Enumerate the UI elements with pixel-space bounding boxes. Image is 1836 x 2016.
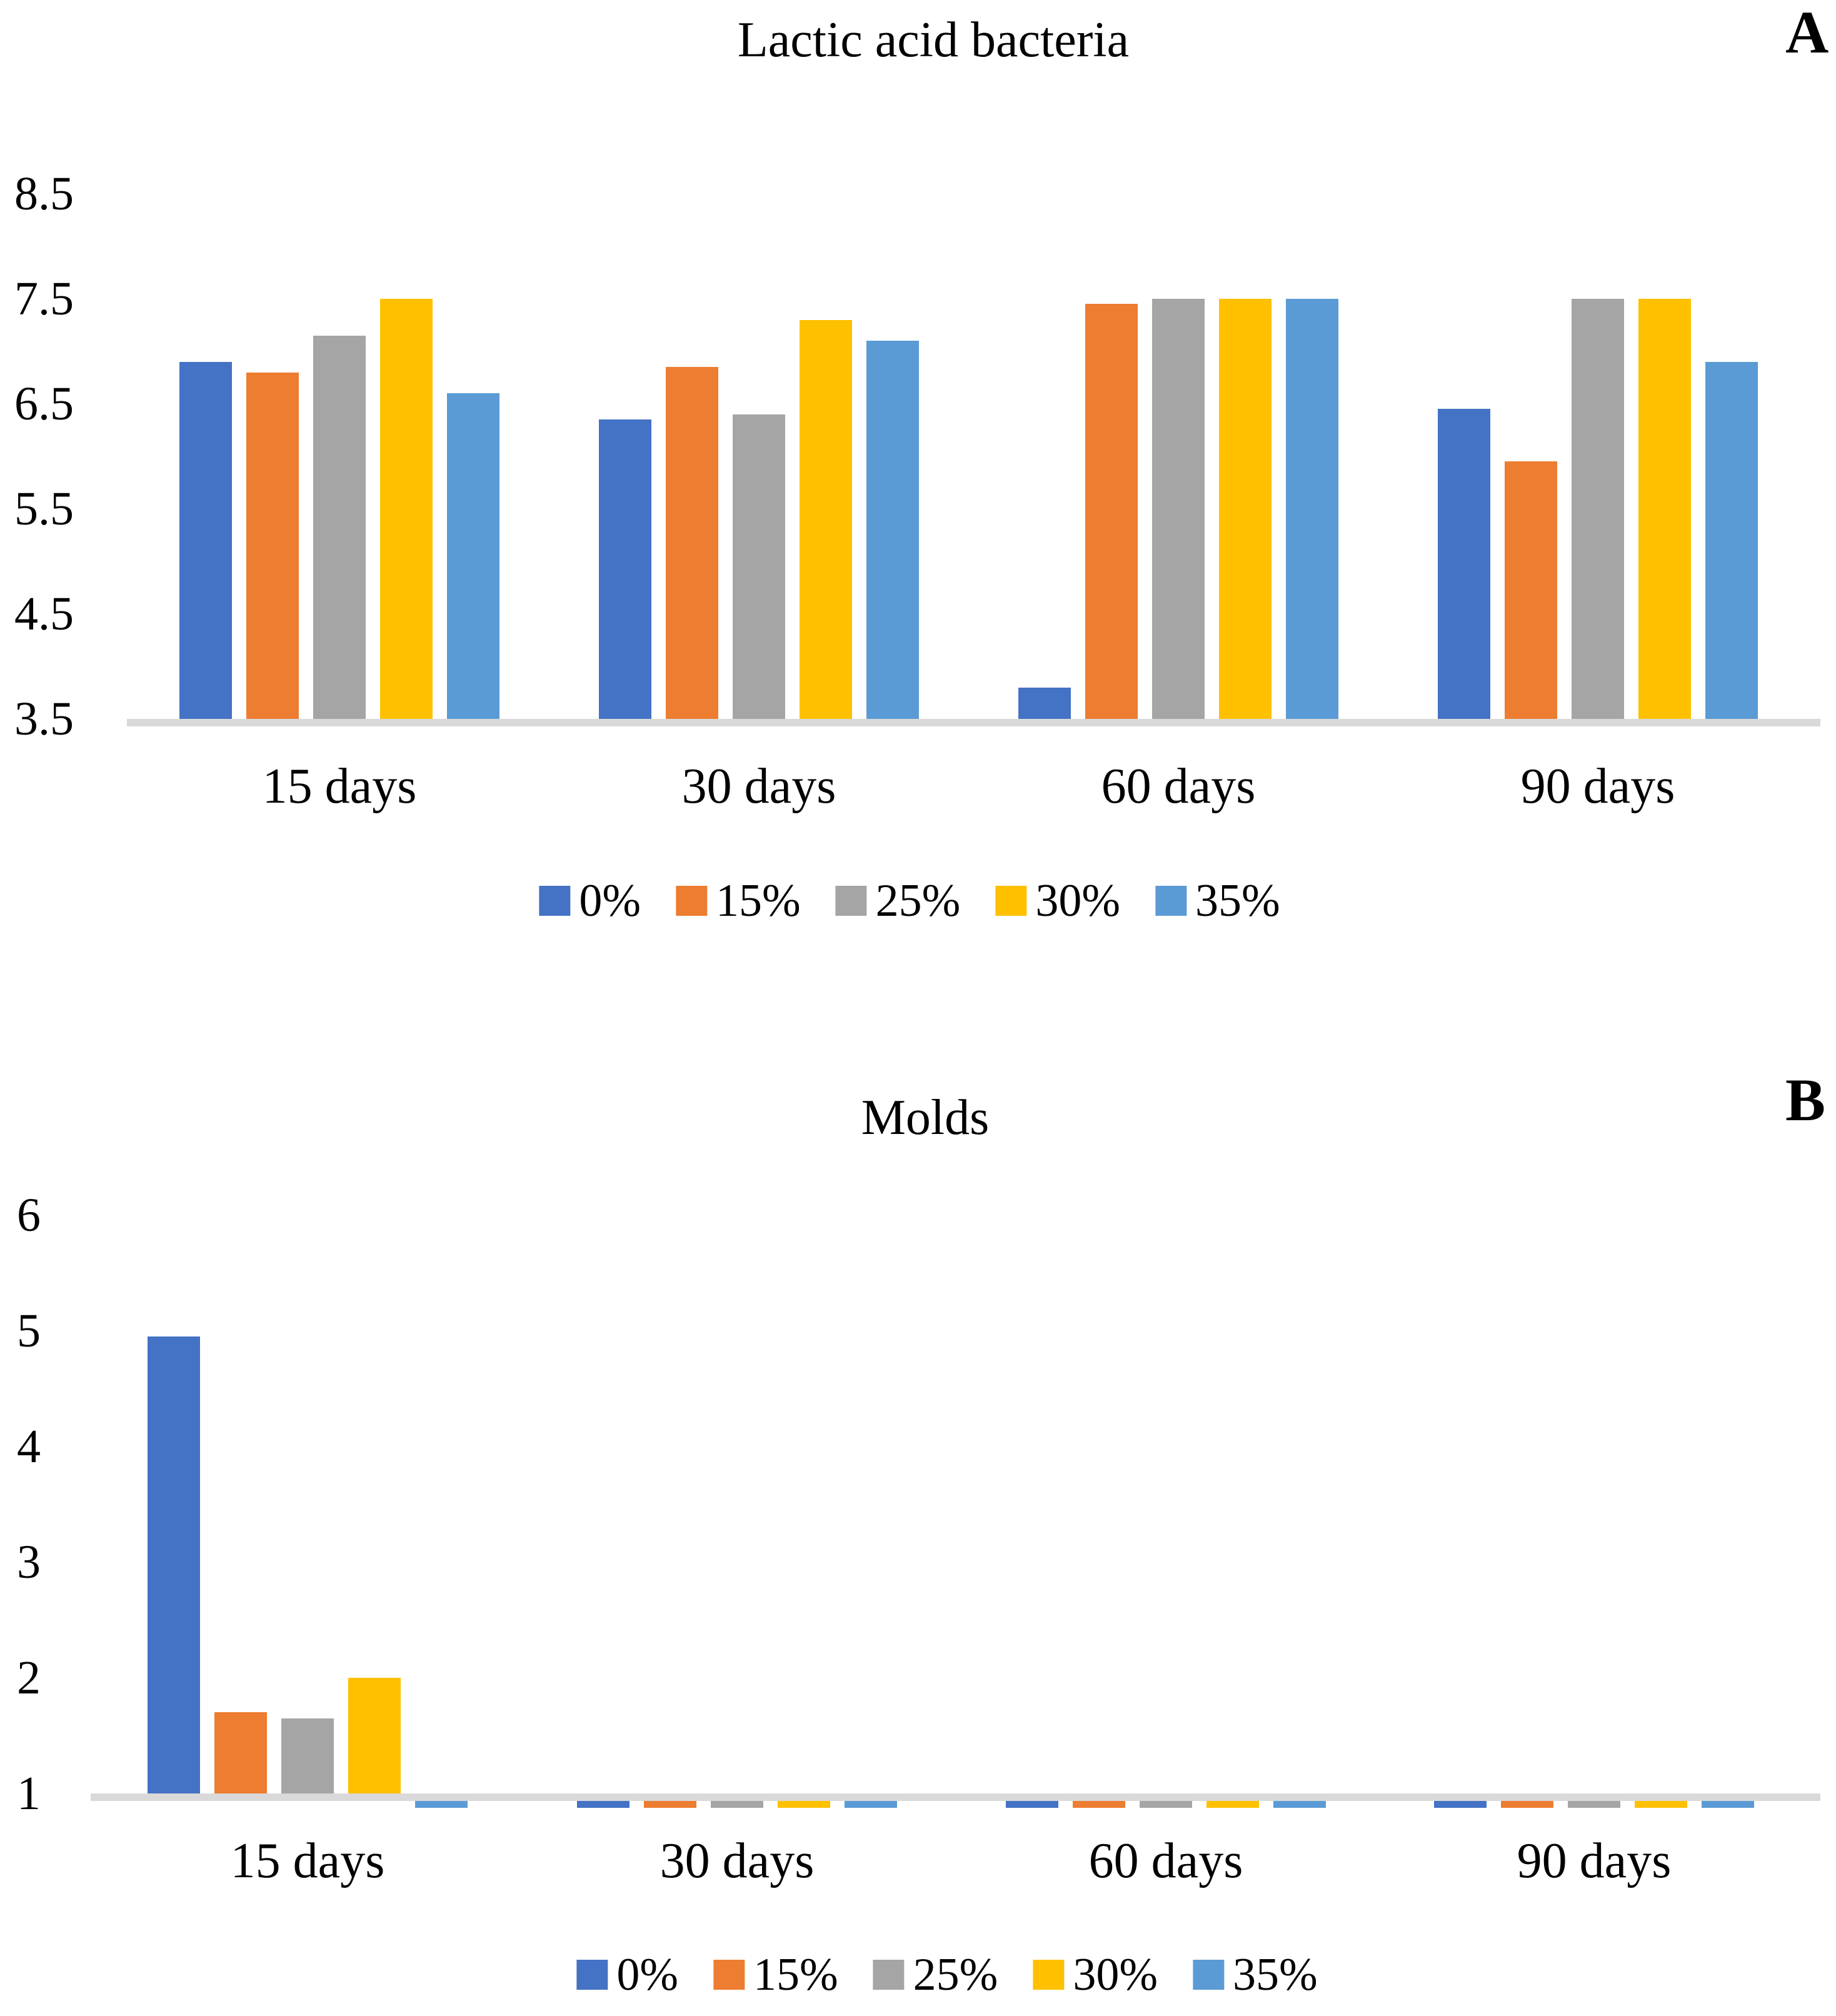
- bar: [148, 1336, 200, 1793]
- x-axis-line: [127, 719, 1820, 726]
- bar-baseline-sliver: [845, 1801, 897, 1808]
- legend-item: 15%: [713, 1952, 838, 1998]
- bar: [800, 320, 852, 719]
- category-label: 90 days: [1520, 759, 1675, 814]
- bar-baseline-sliver: [778, 1801, 830, 1808]
- legend-label: 35%: [1195, 875, 1280, 926]
- bar-baseline-sliver: [711, 1801, 763, 1808]
- category-label: 15 days: [230, 1833, 385, 1888]
- legend-label: 15%: [716, 875, 801, 926]
- legend-label: 0%: [579, 875, 641, 926]
- legend-swatch: [873, 1960, 905, 1990]
- legend-item: 30%: [995, 878, 1120, 924]
- y-tick-label: 5: [17, 1305, 41, 1357]
- category-label: 30 days: [660, 1833, 815, 1888]
- y-tick-label: 3.5: [14, 693, 74, 745]
- bar: [313, 336, 366, 719]
- y-tick-label: 7.5: [14, 273, 74, 325]
- bar: [246, 373, 299, 719]
- category-label: 15 days: [262, 759, 417, 814]
- bar: [1219, 299, 1272, 719]
- y-tick-label: 1: [17, 1767, 41, 1820]
- legend-label: 30%: [1035, 875, 1120, 926]
- category-label: 60 days: [1101, 759, 1256, 814]
- y-tick-label: 3: [17, 1536, 41, 1588]
- legend-label: 35%: [1232, 1949, 1318, 2000]
- bar-baseline-sliver: [1434, 1801, 1487, 1808]
- legend-item: 0%: [576, 1952, 678, 1998]
- bar: [214, 1712, 267, 1793]
- bar: [1572, 299, 1624, 719]
- bar-baseline-sliver: [577, 1801, 630, 1808]
- bar: [1085, 304, 1138, 719]
- x-axis-line: [91, 1793, 1820, 1801]
- y-tick-label: 6: [17, 1189, 41, 1241]
- bar: [380, 299, 433, 719]
- bar: [666, 367, 718, 719]
- category-label: 60 days: [1088, 1833, 1243, 1888]
- bar: [599, 419, 651, 719]
- bar-baseline-sliver: [1206, 1801, 1259, 1808]
- bar-baseline-sliver: [1635, 1801, 1687, 1808]
- bar: [447, 393, 499, 719]
- legend-swatch: [1192, 1960, 1224, 1990]
- bar: [179, 362, 232, 719]
- bar: [1438, 409, 1490, 719]
- legend-item: 25%: [873, 1952, 998, 1998]
- bar-baseline-sliver: [1006, 1801, 1058, 1808]
- bar-baseline-sliver: [1568, 1801, 1620, 1808]
- legend-swatch: [1033, 1960, 1065, 1990]
- y-tick-label: 4.5: [14, 588, 74, 640]
- bar-baseline-sliver: [1501, 1801, 1553, 1808]
- legend-swatch: [676, 886, 708, 916]
- bar: [281, 1718, 334, 1793]
- bar-baseline-sliver: [1073, 1801, 1125, 1808]
- bar: [1638, 299, 1691, 719]
- bar-baseline-sliver: [644, 1801, 696, 1808]
- legend-item: 35%: [1155, 878, 1280, 924]
- legend-swatch: [576, 1960, 608, 1990]
- y-tick-label: 5.5: [14, 483, 74, 535]
- legend-item: 25%: [835, 875, 961, 926]
- bar: [1286, 299, 1338, 719]
- legend-swatch: [539, 886, 571, 916]
- legend-label: 0%: [616, 1949, 679, 2000]
- category-label: 30 days: [681, 759, 836, 814]
- legend-label: 15%: [753, 1949, 838, 2000]
- bar: [1152, 299, 1205, 719]
- panel-a-letter: A: [1785, 0, 1829, 66]
- y-tick-label: 8.5: [14, 168, 74, 220]
- legend: 0% 15% 25% 30% 35%: [539, 878, 1280, 924]
- bar: [1018, 688, 1071, 719]
- legend-swatch: [835, 886, 867, 916]
- legend: 0% 15% 25% 30% 35%: [576, 1949, 1318, 2000]
- chart-b-title: Molds: [861, 1090, 990, 1145]
- legend-swatch: [1155, 886, 1186, 916]
- bar-baseline-sliver: [1140, 1801, 1192, 1808]
- legend-label: 25%: [913, 1949, 998, 2000]
- bar: [1705, 362, 1758, 719]
- bar: [866, 341, 919, 719]
- y-tick-label: 4: [17, 1420, 41, 1473]
- panel-b-letter: B: [1785, 1066, 1826, 1133]
- bar: [1505, 461, 1557, 719]
- legend-item: 0%: [539, 878, 641, 924]
- category-label: 90 days: [1517, 1833, 1672, 1888]
- y-tick-label: 2: [17, 1652, 41, 1704]
- bar-baseline-sliver: [1702, 1801, 1754, 1808]
- legend-label: 30%: [1073, 1949, 1158, 2000]
- legend-label: 25%: [875, 875, 961, 926]
- bar-baseline-sliver: [1273, 1801, 1326, 1808]
- legend-item: 35%: [1192, 1949, 1318, 2000]
- chart-a-title: Lactic acid bacteria: [737, 13, 1130, 68]
- bar-baseline-sliver: [415, 1801, 468, 1808]
- bar: [348, 1678, 401, 1793]
- legend-item: 30%: [1033, 1952, 1158, 1998]
- legend-swatch: [995, 886, 1027, 916]
- bar: [733, 414, 785, 719]
- y-tick-label: 6.5: [14, 378, 74, 430]
- legend-swatch: [713, 1960, 745, 1990]
- legend-item: 15%: [676, 878, 801, 924]
